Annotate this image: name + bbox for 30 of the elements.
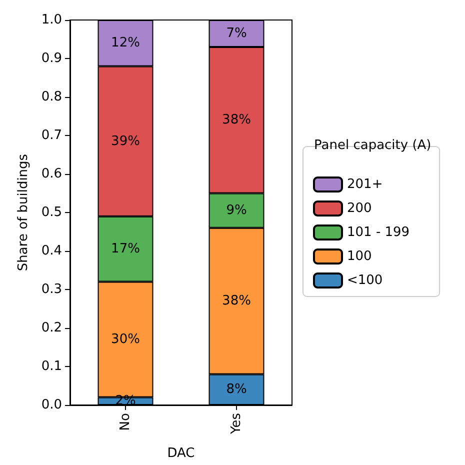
legend-title: Panel capacity (A) — [314, 138, 432, 153]
data-label: 8% — [226, 382, 247, 398]
y-tick-label: 0.7 — [41, 128, 62, 143]
legend-label: 100 — [347, 249, 372, 264]
y-tick-label: 0.0 — [41, 398, 62, 412]
x-tick-label: Yes — [229, 412, 244, 435]
data-label: 9% — [226, 203, 247, 218]
y-tick-label: 0.8 — [41, 90, 62, 104]
data-label: 38% — [222, 294, 251, 309]
y-tick-label: 1.0 — [41, 12, 62, 28]
y-tick-label: 0.5 — [41, 205, 62, 220]
y-tick-label: 0.6 — [41, 166, 62, 182]
y-axis-title: Share of buildings — [16, 154, 31, 272]
data-label: 30% — [111, 332, 140, 348]
x-tick-label: No — [118, 412, 133, 431]
data-label: 39% — [111, 134, 140, 149]
data-label: 38% — [222, 112, 251, 128]
legend-label: 101 - 199 — [347, 225, 410, 240]
data-label: 7% — [226, 26, 247, 41]
legend-label: <100 — [347, 273, 383, 288]
y-tick-label: 0.9 — [41, 51, 62, 66]
y-tick-label: 0.4 — [41, 244, 62, 258]
x-axis-title: DAC — [167, 446, 195, 461]
legend-label: 201+ — [347, 177, 383, 192]
data-label: 17% — [111, 242, 140, 257]
legend-label: 200 — [347, 201, 372, 216]
data-label: 12% — [111, 36, 140, 51]
y-tick-label: 0.1 — [41, 359, 62, 374]
y-tick-label: 0.3 — [41, 282, 62, 297]
y-tick-label: 0.2 — [41, 320, 62, 336]
